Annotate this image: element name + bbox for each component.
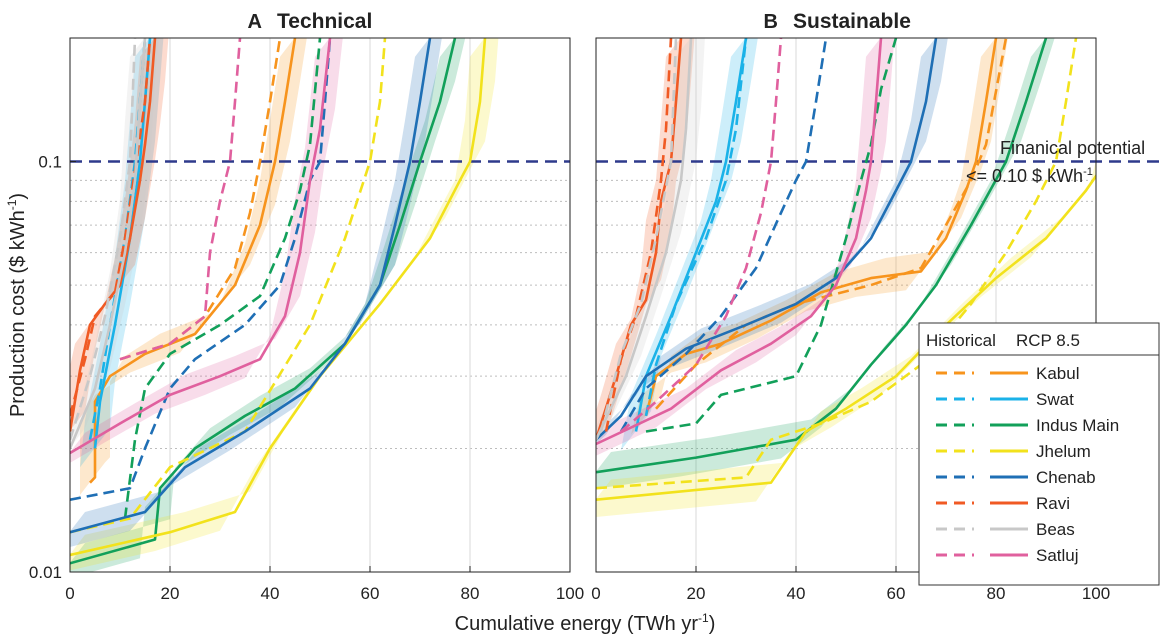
threshold-annotation: Finanical potential <= 0.10 $ kWh-1 [966,138,1145,186]
panel-a-y-ticks: 0.01 0.1 [29,153,76,582]
panel-b-letter: B [764,11,778,33]
series-line [596,38,883,446]
x-tick-label: 20 [687,584,706,603]
series-line [596,173,1096,501]
uncertainty-band [596,38,695,439]
panel-b-bands [596,38,1096,518]
uncertainty-band [596,160,1096,518]
x-tick-label: 40 [261,584,280,603]
series-line [70,38,137,441]
legend-box [918,322,1160,586]
panel-b-frame [595,37,1097,573]
x-tick-label: 80 [987,584,1006,603]
legend-entries: Kabul Swat Indus Main Jhelum Chenab Ravi Beas S… [936,364,1119,565]
panel-a-x-ticks: 0 20 40 60 80 100 [65,566,584,603]
y-tick-label: 0.1 [38,153,62,172]
legend-label: Indus Main [1036,416,1119,435]
uncertainty-band [70,38,343,463]
panel-b-series [596,38,1096,501]
legend-header-rcp: RCP 8.5 [1016,331,1080,350]
x-tick-label: 100 [1082,584,1110,603]
series-line [70,38,487,557]
x-tick-label: 40 [787,584,806,603]
threshold-label-line1: Finanical potential [1000,138,1145,158]
series-line [620,38,783,433]
series-line [645,38,898,433]
panel-a: 0 20 40 60 80 100 0.01 0.1 A Technical [29,10,584,603]
y-axis-label: Production cost ($ kWh-1) [5,193,29,417]
panel-b-x-ticks: 020406080100020 [591,566,1110,603]
legend-label: Chenab [1036,468,1096,487]
x-tick-label: 60 [887,584,906,603]
panel-a-frame [69,37,571,573]
x-tick-label: 80 [461,584,480,603]
panel-b-title: Sustainable [793,10,911,33]
legend-label: Satluj [1036,546,1079,565]
series-line [70,38,332,501]
panel-a-grid [70,38,570,572]
uncertainty-band [631,38,1008,435]
panel-a-letter: A [248,11,262,33]
panel-a-series [70,38,487,565]
series-line [596,38,693,441]
series-line [655,38,1008,410]
x-tick-label: 0 [65,584,74,603]
x-tick-label: 0 [591,584,600,603]
legend: Historical RCP 8.5 Kabul Swat Indus Main Jh… [918,322,1160,586]
legend-label: Beas [1036,520,1075,539]
panel-a-title: Technical [277,10,372,33]
series-line [619,38,828,433]
uncertainty-band [596,38,948,445]
series-line [119,38,242,361]
x-tick-label: 60 [361,584,380,603]
series-line [70,38,157,432]
uncertainty-band [621,38,758,451]
series-line [596,38,938,441]
series-line [644,38,748,417]
threshold-label-line2: <= 0.10 $ kWh-1 [966,166,1093,186]
x-tick-label: 20 [161,584,180,603]
panel-b: 020406080100020 B Sustainable [591,10,1160,603]
uncertainty-band [596,38,705,439]
series-line [70,38,387,534]
legend-label: Kabul [1036,364,1079,383]
series-line [596,38,1078,490]
series-line [604,38,673,432]
legend-label: Swat [1036,390,1074,409]
series-line [634,38,748,432]
series-line [70,38,432,534]
y-tick-label: 0.01 [29,563,62,582]
series-line [70,38,332,455]
legend-label: Jhelum [1036,442,1091,461]
series-line [70,38,152,417]
series-line [123,38,322,519]
legend-header-historical: Historical [926,331,996,350]
series-line [89,38,297,484]
legend-label: Ravi [1036,494,1070,513]
uncertainty-band [596,38,895,456]
uncertainty-band [75,38,307,502]
x-tick-label: 100 [556,584,584,603]
x-axis-label: Cumulative energy (TWh yr-1) [455,611,716,635]
series-line [596,38,1048,474]
series-line [70,38,147,449]
